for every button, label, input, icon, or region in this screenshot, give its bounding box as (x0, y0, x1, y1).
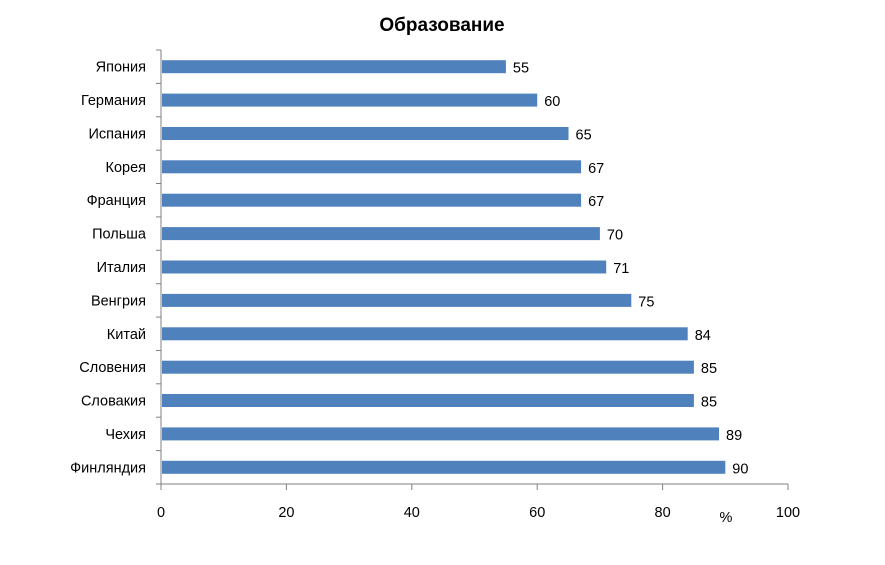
category-label: Корея (106, 160, 147, 176)
category-label: Германия (81, 93, 146, 109)
data-label: 89 (726, 428, 742, 444)
data-label: 71 (613, 261, 629, 277)
category-label: Словакия (81, 394, 146, 410)
bar-3 (162, 160, 582, 174)
x-tick-label: 60 (529, 505, 545, 521)
x-axis-unit-label: % (720, 510, 733, 526)
x-tick-label: 0 (157, 505, 165, 521)
data-label: 60 (544, 94, 560, 110)
data-label: 67 (588, 161, 604, 177)
x-tick-label: 20 (278, 505, 294, 521)
data-label: 70 (607, 228, 623, 244)
category-label: Франция (87, 193, 146, 209)
data-label: 67 (588, 194, 604, 210)
category-labels: Япония Германия Испания Корея Франция Польша И… (70, 60, 147, 477)
x-tick-label: 100 (776, 505, 800, 521)
category-label: Финляндия (70, 460, 146, 476)
data-label: 85 (701, 395, 717, 411)
bar-1 (162, 93, 538, 107)
bar-4 (162, 193, 582, 207)
bar-0 (162, 60, 506, 74)
data-label: 84 (695, 328, 711, 344)
data-label: 55 (513, 61, 529, 77)
category-label: Чехия (105, 427, 146, 443)
data-label: 85 (701, 361, 717, 377)
data-label: 90 (732, 461, 748, 477)
category-label: Венгрия (91, 293, 146, 309)
data-labels: 55 60 65 67 67 70 71 75 84 85 85 89 90 (513, 61, 749, 478)
bar-9 (162, 360, 694, 374)
bar-5 (162, 227, 600, 241)
category-label: Япония (96, 60, 146, 76)
category-label: Италия (97, 260, 146, 276)
bar-8 (162, 327, 688, 341)
bar-6 (162, 260, 607, 274)
data-label: 65 (576, 128, 592, 144)
x-tick-label: 80 (655, 505, 671, 521)
chart-title: Образование (379, 15, 504, 36)
axes-group (156, 49, 789, 490)
category-label: Словения (79, 360, 146, 376)
bar-7 (162, 293, 632, 307)
category-label: Испания (88, 127, 146, 143)
category-label: Польша (92, 227, 147, 243)
bars-group (162, 60, 726, 474)
bar-12 (162, 460, 726, 474)
x-tick-labels: 0 20 40 60 80 100 (157, 505, 800, 521)
bar-10 (162, 394, 694, 407)
bar-2 (162, 127, 569, 140)
category-label: Китай (107, 327, 146, 343)
data-label: 75 (638, 294, 654, 310)
x-tick-label: 40 (404, 505, 420, 521)
bar-11 (162, 427, 719, 441)
